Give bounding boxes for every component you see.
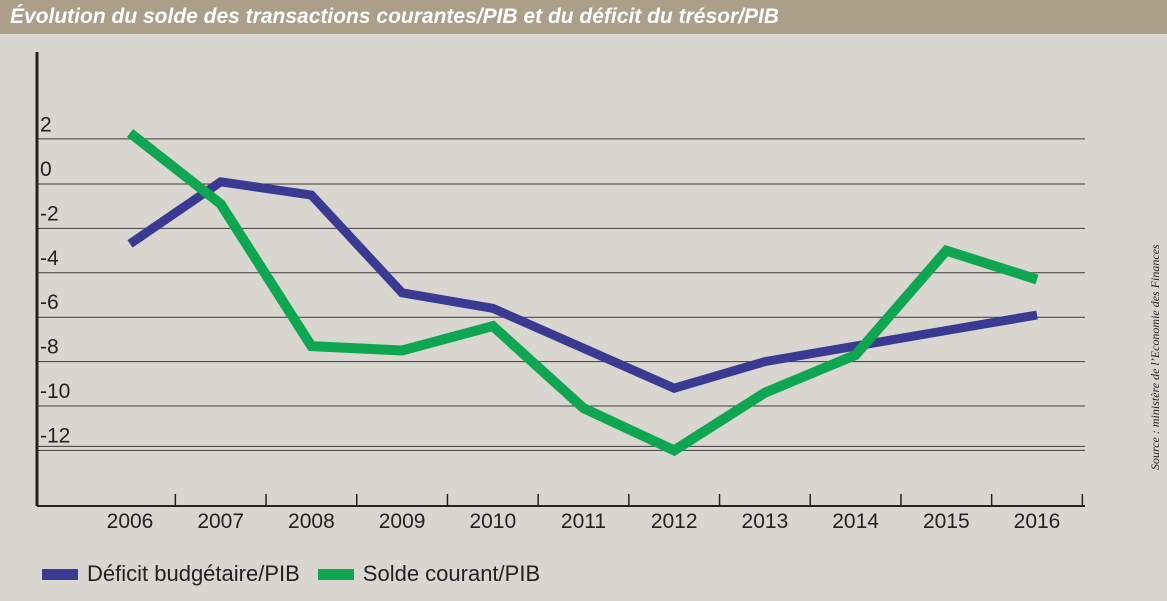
- legend-swatch-deficit: [42, 568, 78, 580]
- x-tick-label: 2010: [469, 510, 516, 533]
- x-tick-label: 2011: [561, 510, 606, 533]
- x-tick-label: 2009: [379, 510, 426, 533]
- legend-item-deficit: Déficit budgétaire/PIB: [42, 561, 300, 587]
- series-lines: [126, 128, 1039, 457]
- y-tick-label: -12: [40, 424, 70, 447]
- x-tick-labels: 2006 2007 2008 2009 2010 2011 2012 2013 2014 2015…: [107, 510, 1061, 533]
- chart-title: Évolution du solde des transactions cour…: [10, 5, 779, 28]
- y-tick-label: -4: [40, 247, 59, 270]
- legend-label-deficit: Déficit budgétaire/PIB: [87, 561, 300, 586]
- x-tick-label: 2016: [1014, 510, 1061, 533]
- x-tick-label: 2007: [197, 510, 244, 533]
- y-tick-label: 2: [40, 114, 52, 137]
- axes: [35, 52, 1085, 507]
- y-tick-label: -10: [40, 380, 70, 403]
- y-tick-label: -2: [40, 202, 59, 225]
- legend-label-solde: Solde courant/PIB: [362, 561, 541, 586]
- y-tick-label: 0: [40, 158, 52, 181]
- x-tick-label: 2006: [107, 510, 154, 533]
- y-tick-label: -8: [40, 336, 59, 359]
- x-tick-label: 2012: [651, 510, 698, 533]
- x-tick-label: 2008: [288, 510, 335, 533]
- series-line-deficit: [127, 177, 1038, 393]
- title-bar: Évolution du solde des transactions cour…: [0, 0, 1167, 34]
- legend: Déficit budgétaire/PIB Solde courant/PIB: [42, 560, 558, 588]
- source-note: Source : ministère de l’Economie des Fin…: [1148, 244, 1162, 470]
- grid-lines: [37, 138, 1085, 451]
- x-tick-label: 2014: [832, 510, 879, 533]
- x-tick-label: 2013: [742, 510, 789, 533]
- y-tick-label: -6: [40, 291, 59, 314]
- series-line-solde: [126, 128, 1039, 457]
- legend-swatch-solde: [317, 568, 354, 580]
- legend-item-solde: Solde courant/PIB: [317, 561, 541, 587]
- x-tick-label: 2015: [923, 510, 970, 533]
- y-tick-labels: 2 0 -2 -4 -6 -8 -10 -12: [40, 114, 70, 448]
